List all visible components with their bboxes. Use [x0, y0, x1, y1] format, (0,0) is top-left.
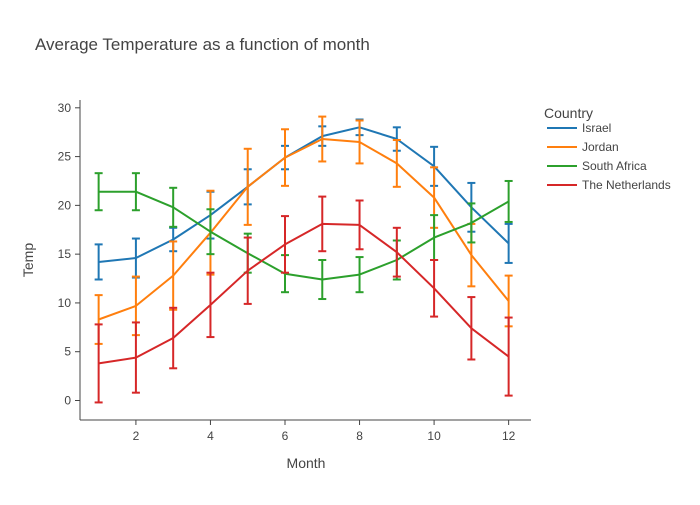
series-south-africa[interactable] [94, 172, 513, 301]
y-axis-title: Temp [20, 243, 36, 277]
y-tick-label: 15 [58, 247, 72, 261]
legend-label: Jordan [582, 140, 619, 154]
x-axis: 2 4 6 8 10 12 [80, 419, 531, 443]
x-tick-label: 8 [356, 429, 363, 443]
x-tick-label: 4 [207, 429, 214, 443]
error-bar [504, 316, 513, 397]
x-tick-label: 12 [502, 429, 516, 443]
error-bar [504, 222, 513, 264]
y-tick-label: 30 [58, 101, 72, 115]
y-axis: 0 5 10 15 20 25 30 [58, 100, 81, 420]
legend-item-south-africa[interactable]: South Africa [547, 159, 647, 173]
x-tick-label: 10 [427, 429, 441, 443]
y-tick-label: 10 [58, 296, 72, 310]
x-axis-title: Month [287, 455, 326, 471]
x-tick-label: 2 [133, 429, 140, 443]
series-jordan[interactable] [94, 115, 513, 345]
legend-label: South Africa [582, 159, 647, 173]
legend[interactable]: Country Israel Jordan South Africa The Neth… [544, 105, 671, 192]
series-israel[interactable] [94, 118, 513, 281]
y-tick-label: 0 [64, 393, 71, 407]
legend-label: The Netherlands [582, 178, 671, 192]
series-line-the-netherlands[interactable] [98, 222, 510, 365]
legend-label: Israel [582, 121, 611, 135]
chart-title: Average Temperature as a function of mon… [35, 35, 370, 54]
plot-area [94, 115, 513, 404]
series-line-jordan[interactable] [98, 138, 510, 321]
legend-item-the-netherlands[interactable]: The Netherlands [547, 178, 671, 192]
y-tick-label: 20 [58, 198, 72, 212]
series-line-south-africa[interactable] [98, 190, 510, 281]
legend-item-jordan[interactable]: Jordan [547, 140, 619, 154]
legend-title: Country [544, 105, 593, 121]
error-bar [504, 179, 513, 223]
series-the-netherlands[interactable] [94, 195, 513, 404]
x-tick-label: 6 [282, 429, 289, 443]
y-tick-label: 25 [58, 150, 72, 164]
y-tick-label: 5 [64, 345, 71, 359]
series-line-israel[interactable] [98, 126, 510, 263]
legend-item-israel[interactable]: Israel [547, 121, 611, 135]
